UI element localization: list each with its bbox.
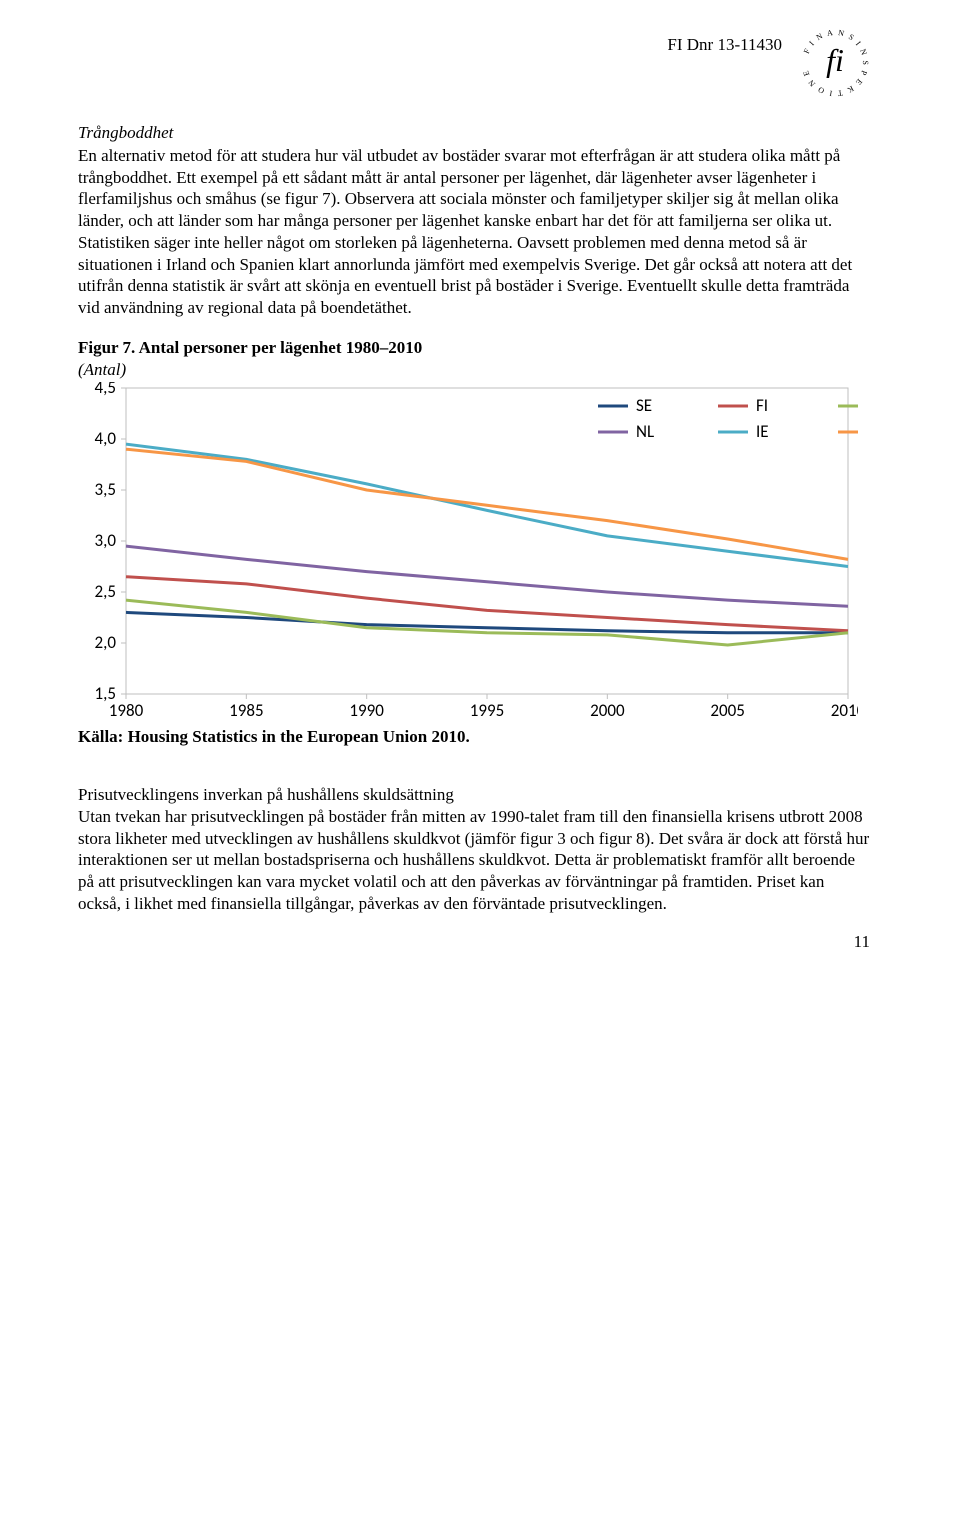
svg-text:2010: 2010 (831, 700, 858, 721)
body-paragraph-1: En alternativ metod för att studera hur … (78, 145, 870, 319)
svg-text:1995: 1995 (470, 700, 504, 721)
document-reference: FI Dnr 13-11430 (667, 28, 782, 56)
svg-text:2,0: 2,0 (95, 632, 117, 653)
svg-text:3,5: 3,5 (95, 479, 116, 500)
body-paragraph-2: Utan tvekan har prisutvecklingen på bost… (78, 806, 870, 915)
section-title-prisutveckling: Prisutvecklingens inverkan på hushållens… (78, 784, 870, 806)
svg-text:fi: fi (826, 42, 844, 78)
page-header: FI Dnr 13-11430 F I N A N S I N S P E K … (78, 28, 870, 98)
figure-subtitle: (Antal) (78, 359, 870, 381)
chart-svg: 1,52,02,53,03,54,04,51980198519901995200… (78, 382, 858, 722)
svg-text:FI: FI (756, 395, 768, 416)
section-title-trangboddhet: Trångboddhet (78, 122, 870, 144)
svg-text:1985: 1985 (229, 700, 263, 721)
agency-logo: F I N A N S I N S P E K T I O N E N fi (800, 28, 870, 98)
svg-text:3,0: 3,0 (95, 530, 117, 551)
svg-text:2005: 2005 (710, 700, 744, 721)
figure-title: Figur 7. Antal personer per lägenhet 198… (78, 337, 870, 359)
page-number: 11 (854, 931, 870, 953)
svg-text:IE: IE (756, 421, 769, 442)
svg-text:SE: SE (636, 395, 652, 416)
svg-text:4,0: 4,0 (95, 428, 117, 449)
svg-text:2000: 2000 (590, 700, 625, 721)
svg-text:1990: 1990 (349, 700, 384, 721)
svg-text:1980: 1980 (109, 700, 144, 721)
line-chart-figure-7: 1,52,02,53,03,54,04,51980198519901995200… (78, 382, 858, 722)
svg-text:4,5: 4,5 (95, 382, 116, 398)
svg-text:NL: NL (636, 421, 654, 442)
svg-text:2,5: 2,5 (95, 581, 116, 602)
figure-source: Källa: Housing Statistics in the Europea… (78, 726, 870, 748)
